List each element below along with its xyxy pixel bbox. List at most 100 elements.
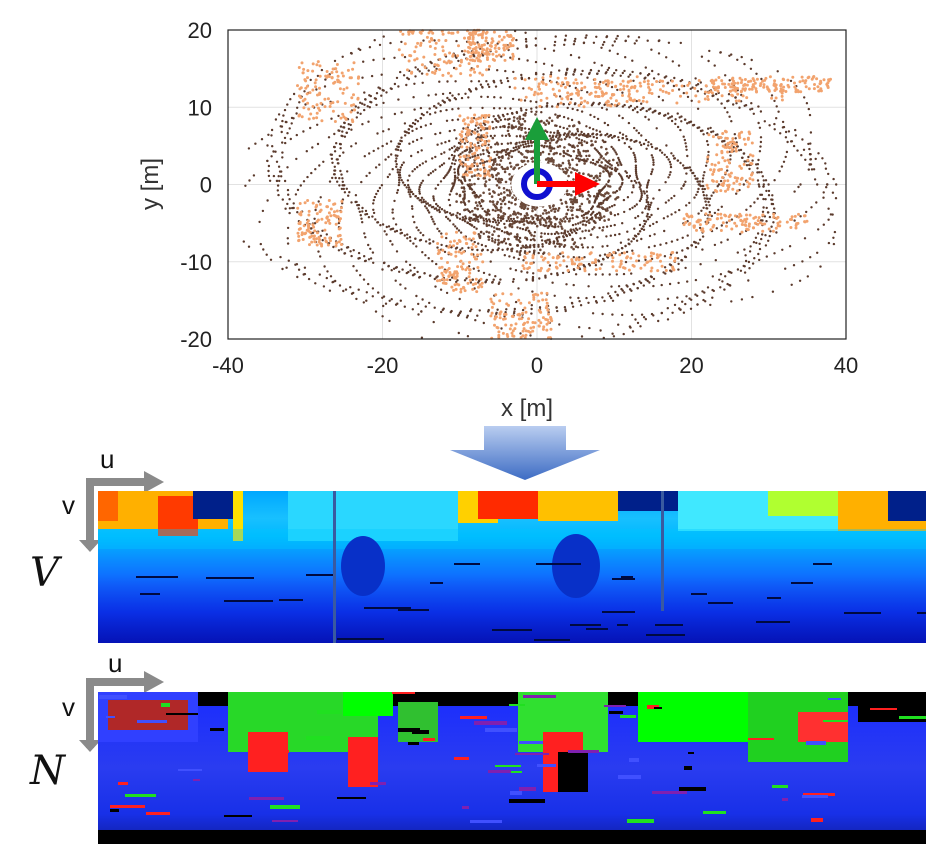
point-ground xyxy=(579,237,582,240)
point-ground xyxy=(605,197,608,200)
point-object xyxy=(625,100,629,103)
point-object xyxy=(706,95,710,98)
point-ground xyxy=(558,221,561,224)
point-ground xyxy=(414,118,417,122)
point-ground xyxy=(601,43,605,46)
point-ground xyxy=(595,160,599,163)
point-ground xyxy=(309,78,312,82)
point-ground xyxy=(821,157,824,160)
point-ground xyxy=(495,311,498,314)
point-ground xyxy=(274,150,277,153)
point-ground xyxy=(652,158,655,162)
point-ground xyxy=(286,103,289,106)
point-ground xyxy=(537,251,540,255)
point-ground xyxy=(637,131,641,135)
point-ground xyxy=(493,96,496,99)
point-ground xyxy=(635,203,638,206)
point-ground xyxy=(492,127,495,130)
point-ground xyxy=(319,255,322,258)
point-ground xyxy=(545,105,549,108)
point-ground xyxy=(292,117,295,120)
point-ground xyxy=(571,206,575,209)
point-ground xyxy=(408,263,412,267)
point-object xyxy=(606,253,610,257)
point-ground xyxy=(464,203,467,206)
point-object xyxy=(455,230,458,234)
point-ground xyxy=(413,122,417,126)
point-object xyxy=(661,89,665,93)
point-ground xyxy=(445,108,448,112)
point-ground xyxy=(799,183,802,186)
point-ground xyxy=(590,216,594,219)
point-ground xyxy=(590,139,593,143)
point-ground xyxy=(701,290,704,293)
point-object xyxy=(463,289,467,293)
point-ground xyxy=(649,107,652,110)
point-ground xyxy=(617,156,620,160)
point-ground xyxy=(457,93,460,96)
point-ground xyxy=(441,308,444,312)
point-ground xyxy=(512,256,516,259)
point-object xyxy=(698,218,702,222)
point-ground xyxy=(665,56,668,59)
point-ground xyxy=(432,220,435,223)
point-ground xyxy=(531,222,534,225)
point-ground xyxy=(518,253,522,257)
point-object xyxy=(336,100,340,104)
point-object xyxy=(731,137,735,141)
point-object xyxy=(318,86,321,90)
point-ground xyxy=(571,107,574,111)
point-object xyxy=(724,189,727,193)
point-ground xyxy=(555,134,558,137)
point-object xyxy=(714,78,718,82)
point-ground xyxy=(461,165,465,168)
point-ground xyxy=(411,140,415,143)
point-ground xyxy=(704,164,708,167)
point-object xyxy=(512,37,515,40)
point-ground xyxy=(418,192,421,195)
point-ground xyxy=(730,218,734,221)
point-ground xyxy=(530,304,533,307)
point-object xyxy=(341,91,345,95)
point-ground xyxy=(340,187,344,191)
point-object xyxy=(332,213,336,217)
point-ground xyxy=(448,139,451,143)
point-ground xyxy=(413,168,416,171)
point-ground xyxy=(702,194,706,197)
point-ground xyxy=(459,201,463,204)
point-object xyxy=(639,266,643,270)
point-ground xyxy=(503,226,507,229)
point-ground xyxy=(698,180,702,183)
point-object xyxy=(541,258,545,262)
point-ground xyxy=(417,229,420,232)
point-ground xyxy=(455,39,458,43)
point-ground xyxy=(622,332,625,336)
point-ground xyxy=(686,247,690,250)
point-ground xyxy=(581,223,585,226)
point-object xyxy=(733,214,737,218)
point-ground xyxy=(616,52,619,56)
point-ground xyxy=(551,204,555,208)
point-object xyxy=(720,94,724,98)
point-ground xyxy=(499,209,502,213)
point-ground xyxy=(614,191,617,194)
point-ground xyxy=(664,201,668,204)
point-ground xyxy=(352,249,355,252)
point-object xyxy=(446,261,449,264)
point-ground xyxy=(524,131,527,134)
point-ground xyxy=(644,115,647,119)
point-object xyxy=(441,49,445,53)
point-ground xyxy=(539,120,542,123)
point-object xyxy=(452,239,456,243)
point-ground xyxy=(428,238,431,241)
point-ground xyxy=(622,198,626,202)
point-ground xyxy=(554,245,557,248)
point-object xyxy=(532,297,536,301)
point-ground xyxy=(612,147,615,150)
point-ground xyxy=(694,177,697,180)
point-ground xyxy=(624,244,627,248)
point-ground xyxy=(761,219,764,222)
point-object xyxy=(319,208,323,212)
point-object xyxy=(744,220,748,224)
point-ground xyxy=(749,67,753,71)
